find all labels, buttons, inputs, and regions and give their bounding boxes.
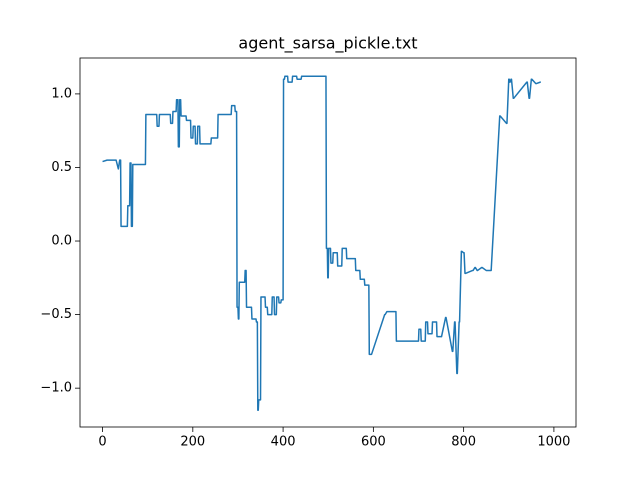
y-tick-label: −1.0 [40, 381, 72, 396]
chart-title: agent_sarsa_pickle.txt [238, 34, 417, 54]
x-tick-label: 200 [180, 435, 205, 450]
x-tick-label: 800 [451, 435, 476, 450]
x-tick-label: 0 [98, 435, 106, 450]
y-tick-label: 0.0 [51, 234, 72, 249]
x-tick-label: 1000 [537, 435, 570, 450]
y-tick-label: 1.0 [51, 86, 72, 101]
data-line [102, 75, 542, 411]
y-tick-label: −0.5 [40, 307, 72, 322]
y-tick-label: 0.5 [51, 160, 72, 175]
x-tick-label: 600 [361, 435, 386, 450]
x-tick-label: 400 [271, 435, 296, 450]
plot-frame [79, 57, 577, 428]
